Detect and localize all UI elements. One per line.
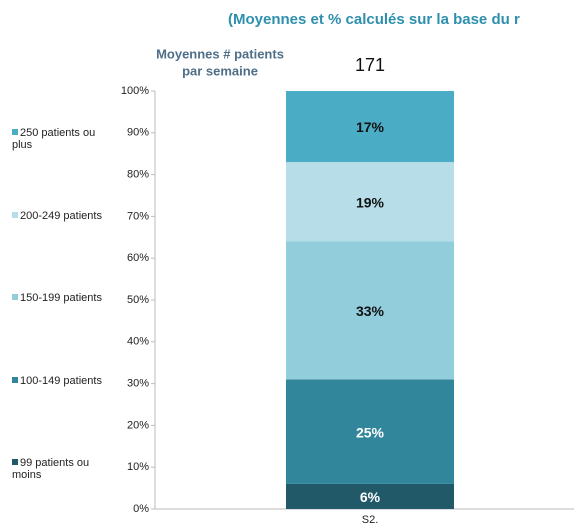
legend-item: 100-149 patients (12, 375, 112, 387)
chart-title: (Moyennes et % calculés sur la base du r (228, 11, 520, 28)
y-tick-label: 90% (127, 127, 149, 139)
y-tick-label: 60% (127, 252, 149, 264)
y-tick-label: 10% (127, 461, 149, 473)
legend-item: 200-249 patients (12, 210, 112, 222)
data-label: 25% (356, 424, 385, 440)
y-tick-label: 100% (121, 85, 149, 97)
legend-label: 99 patients ou moins (12, 457, 90, 481)
bar-segment (286, 162, 454, 242)
legend-swatch (12, 376, 18, 383)
y-tick-label: 30% (127, 378, 149, 390)
legend-item: 99 patients ou moins (12, 457, 112, 481)
y-tick-label: 80% (127, 169, 149, 181)
bar-segment (286, 483, 454, 509)
data-label: 33% (356, 303, 385, 319)
legend-label: 200-249 patients (20, 209, 102, 222)
legend-label: 150-199 patients (20, 292, 102, 304)
average-label: par semaine (182, 63, 258, 78)
y-tick-label: 0% (133, 503, 149, 515)
average-label: Moyennes # patients (156, 46, 284, 61)
y-tick-label: 50% (127, 294, 149, 306)
legend-label: 100-149 patients (20, 374, 102, 387)
bar-segment (286, 379, 454, 484)
average-value: 171 (355, 55, 385, 75)
legend-swatch (12, 211, 18, 218)
legend-item: 150-199 patients (12, 292, 112, 304)
data-label: 19% (356, 194, 385, 210)
data-label: 17% (356, 119, 385, 135)
x-tick-label: S2. (362, 514, 379, 526)
legend-item: 250 patients ou plus (12, 127, 112, 151)
legend-label: 250 patients ou plus (12, 127, 96, 151)
bar-segment (286, 91, 454, 163)
legend-swatch (12, 294, 18, 300)
legend-swatch (12, 129, 18, 135)
y-tick-label: 20% (127, 419, 149, 431)
y-tick-label: 40% (127, 336, 149, 348)
data-label: 6% (360, 489, 381, 505)
y-tick-label: 70% (127, 210, 149, 222)
bar-segment (286, 241, 454, 380)
legend-swatch (12, 459, 18, 465)
